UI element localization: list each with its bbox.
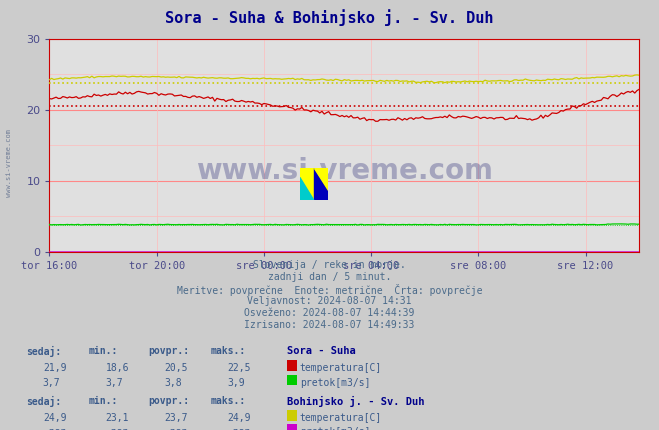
Text: -nan: -nan bbox=[227, 427, 251, 430]
Text: sedaj:: sedaj: bbox=[26, 396, 61, 407]
Text: Bohinjsko j. - Sv. Duh: Bohinjsko j. - Sv. Duh bbox=[287, 396, 424, 407]
Text: min.:: min.: bbox=[89, 346, 119, 356]
Text: Izrisano: 2024-08-07 14:49:33: Izrisano: 2024-08-07 14:49:33 bbox=[244, 320, 415, 330]
Text: -nan: -nan bbox=[165, 427, 188, 430]
Bar bbox=[300, 168, 314, 200]
Text: www.si-vreme.com: www.si-vreme.com bbox=[196, 157, 493, 184]
Text: min.:: min.: bbox=[89, 396, 119, 405]
Text: povpr.:: povpr.: bbox=[148, 396, 189, 405]
Polygon shape bbox=[300, 177, 314, 200]
Text: 23,1: 23,1 bbox=[105, 413, 129, 423]
Text: 23,7: 23,7 bbox=[165, 413, 188, 423]
Text: 3,7: 3,7 bbox=[105, 378, 123, 387]
Text: Sora - Suha & Bohinjsko j. - Sv. Duh: Sora - Suha & Bohinjsko j. - Sv. Duh bbox=[165, 9, 494, 27]
Bar bbox=[314, 168, 328, 200]
Text: 24,9: 24,9 bbox=[227, 413, 251, 423]
Text: Sora - Suha: Sora - Suha bbox=[287, 346, 355, 356]
Text: 3,8: 3,8 bbox=[165, 378, 183, 387]
Text: 3,7: 3,7 bbox=[43, 378, 61, 387]
Text: 18,6: 18,6 bbox=[105, 363, 129, 373]
Text: maks.:: maks.: bbox=[211, 346, 246, 356]
Text: 21,9: 21,9 bbox=[43, 363, 67, 373]
Text: maks.:: maks.: bbox=[211, 396, 246, 405]
Text: Veljavnost: 2024-08-07 14:31: Veljavnost: 2024-08-07 14:31 bbox=[247, 296, 412, 306]
Text: pretok[m3/s]: pretok[m3/s] bbox=[300, 427, 370, 430]
Text: -nan: -nan bbox=[43, 427, 67, 430]
Text: -nan: -nan bbox=[105, 427, 129, 430]
Text: Osveženo: 2024-08-07 14:44:39: Osveženo: 2024-08-07 14:44:39 bbox=[244, 308, 415, 318]
Text: sedaj:: sedaj: bbox=[26, 346, 61, 357]
Text: Meritve: povprečne  Enote: metrične  Črta: povprečje: Meritve: povprečne Enote: metrične Črta:… bbox=[177, 284, 482, 296]
Text: temperatura[C]: temperatura[C] bbox=[300, 363, 382, 373]
Text: 3,9: 3,9 bbox=[227, 378, 245, 387]
Text: 20,5: 20,5 bbox=[165, 363, 188, 373]
Text: povpr.:: povpr.: bbox=[148, 346, 189, 356]
Text: Slovenija / reke in morje.: Slovenija / reke in morje. bbox=[253, 260, 406, 270]
Text: 22,5: 22,5 bbox=[227, 363, 251, 373]
Text: zadnji dan / 5 minut.: zadnji dan / 5 minut. bbox=[268, 272, 391, 282]
Text: pretok[m3/s]: pretok[m3/s] bbox=[300, 378, 370, 387]
Text: www.si-vreme.com: www.si-vreme.com bbox=[5, 129, 12, 197]
Text: 24,9: 24,9 bbox=[43, 413, 67, 423]
Polygon shape bbox=[314, 168, 328, 190]
Text: temperatura[C]: temperatura[C] bbox=[300, 413, 382, 423]
